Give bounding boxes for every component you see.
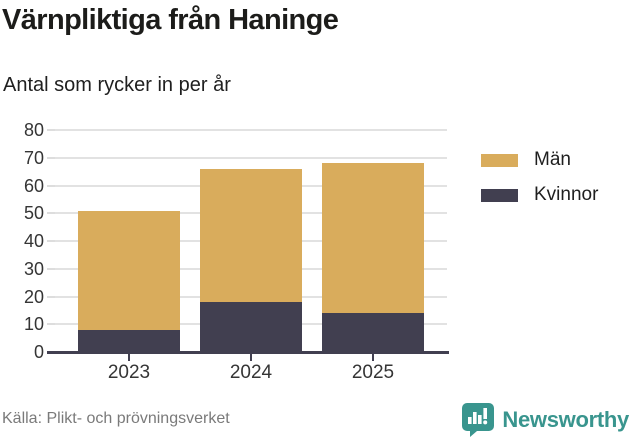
plot-area: 0 10 20 30 40 50 60 70 80 2023 2024 2025 (24, 121, 449, 383)
y-tick-30 (47, 267, 55, 270)
y-tick-70 (47, 156, 55, 159)
x-tick-2025 (372, 354, 374, 361)
y-tick-40 (47, 240, 55, 242)
y-tick-label-40: 40 (23, 231, 44, 251)
y-tick-label-60: 60 (23, 175, 44, 196)
y-tick-60 (47, 184, 55, 187)
x-tick-label-2023: 2023 (107, 362, 151, 383)
newsworthy-logo: Newsworthy (461, 402, 629, 437)
gridline-80 (55, 129, 447, 131)
legend-label-män: Män (534, 149, 571, 170)
y-tick-50 (47, 212, 55, 215)
newsworthy-icon (462, 403, 495, 437)
x-tick-label-2025: 2025 (351, 362, 395, 383)
bar-segment-män-2025 (322, 163, 424, 314)
x-axis-line (48, 351, 449, 354)
chart-subtitle: Antal som rycker in per år (3, 74, 231, 96)
y-tick-label-10: 10 (23, 314, 44, 335)
y-tick-label-70: 70 (23, 147, 44, 168)
legend-swatch-kvinnor (481, 188, 518, 202)
y-tick-20 (47, 295, 55, 298)
legend-swatch-män (481, 153, 518, 167)
y-tick-label-20: 20 (23, 286, 44, 307)
x-tick-2024 (250, 354, 252, 361)
gridline-70 (55, 156, 447, 159)
legend-item-kvinnor: Kvinnor (481, 184, 598, 206)
bar-segment-kvinnor-2023 (78, 329, 180, 352)
bar-segment-kvinnor-2024 (200, 302, 302, 352)
source-note: Källa: Plikt- och prövningsverket (2, 410, 230, 427)
y-tick-80 (47, 129, 55, 131)
bar-segment-män-2024 (200, 168, 302, 303)
bar-segment-kvinnor-2025 (322, 313, 424, 352)
x-tick-2023 (128, 354, 130, 361)
y-tick-label-30: 30 (23, 258, 44, 279)
x-tick-label-2024: 2024 (229, 362, 273, 383)
chart-title: Värnpliktiga från Haninge (2, 4, 339, 36)
legend-item-män: Män (481, 149, 598, 171)
y-tick-label-0: 0 (33, 342, 44, 362)
brand-name: Newsworthy (502, 406, 629, 432)
y-tick-label-50: 50 (23, 203, 44, 224)
legend-label-kvinnor: Kvinnor (534, 184, 599, 205)
y-tick-label-80: 80 (23, 120, 44, 140)
bar-segment-män-2023 (78, 210, 180, 330)
y-tick-10 (47, 323, 55, 326)
legend: Män Kvinnor (481, 149, 598, 219)
